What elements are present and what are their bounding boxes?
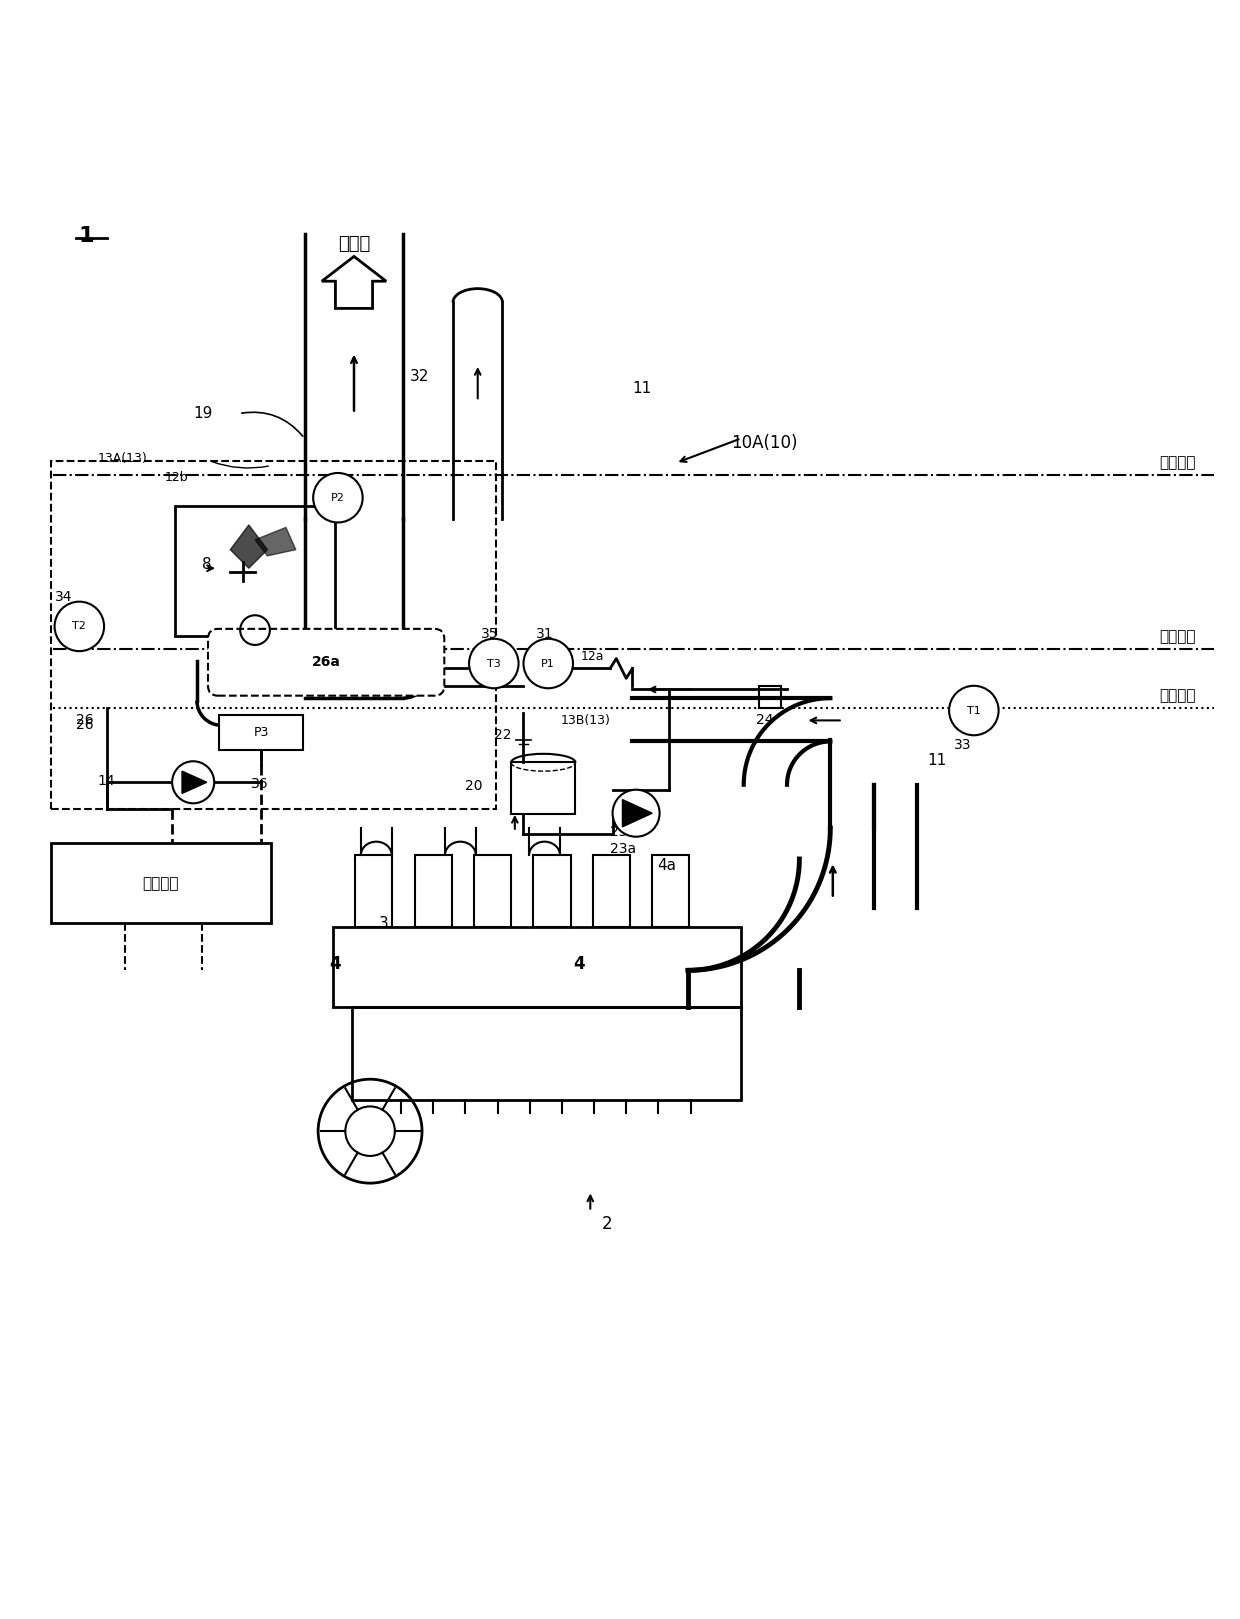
Text: 14: 14 [98,774,115,788]
Circle shape [172,761,215,803]
Text: 22: 22 [494,729,511,742]
Text: 26: 26 [76,719,93,732]
Text: 23: 23 [610,824,627,839]
Bar [474,855,511,928]
Text: 36: 36 [252,777,269,790]
Circle shape [949,686,998,735]
Text: T2: T2 [72,622,87,631]
Text: 33: 33 [954,738,972,753]
Text: 2: 2 [601,1214,613,1234]
Text: 19: 19 [193,406,212,421]
Text: 控制装置: 控制装置 [143,876,180,890]
Polygon shape [182,771,207,793]
Circle shape [613,790,660,837]
Text: 26a: 26a [312,656,341,669]
Bar [511,763,575,814]
Bar [593,855,630,928]
Text: 第二甲板: 第二甲板 [1159,628,1195,644]
Bar [652,855,689,928]
Bar [175,507,336,636]
FancyBboxPatch shape [208,628,444,696]
Text: 26: 26 [76,714,93,727]
Text: 31: 31 [536,627,553,641]
Bar [414,855,451,928]
Text: 第三甲板: 第三甲板 [1159,688,1195,703]
Text: 至烟囱: 至烟囱 [337,235,370,253]
Text: P1: P1 [542,659,556,669]
Text: 1: 1 [78,225,93,246]
Text: T3: T3 [487,659,501,669]
Text: 11: 11 [632,382,652,397]
Text: 20: 20 [465,779,482,793]
Polygon shape [622,800,652,827]
Text: 13A(13): 13A(13) [98,452,148,465]
Text: 4a: 4a [657,858,676,873]
Bar [533,855,570,928]
Text: 10A(10): 10A(10) [732,434,797,452]
Bar [334,928,742,1007]
Text: 24: 24 [756,714,774,727]
Text: 4: 4 [573,955,584,973]
Polygon shape [255,528,296,555]
Text: 3: 3 [378,916,388,931]
Text: 23a: 23a [610,842,636,856]
Text: 34: 34 [55,589,72,604]
Text: 12a: 12a [580,649,604,662]
FancyArrow shape [322,256,386,309]
Circle shape [55,602,104,651]
Bar [759,686,781,708]
Bar [355,855,392,928]
Text: P3: P3 [253,727,269,740]
Circle shape [469,640,518,688]
Text: 13B(13): 13B(13) [560,714,610,727]
Circle shape [523,640,573,688]
Text: 12: 12 [67,631,87,646]
Bar [219,716,304,750]
Bar [51,843,272,923]
Text: 12b: 12b [165,471,188,484]
Circle shape [314,473,362,523]
Bar [351,1007,742,1101]
Text: 40: 40 [247,877,264,890]
Text: P2: P2 [331,492,345,504]
Text: 32: 32 [409,369,429,384]
Text: 8: 8 [202,557,212,572]
Polygon shape [231,525,268,568]
Text: 11: 11 [926,753,946,767]
Text: 上部甲板: 上部甲板 [1159,455,1195,471]
Text: 35: 35 [481,627,498,641]
Text: T1: T1 [967,706,981,716]
Text: 4: 4 [330,955,341,973]
